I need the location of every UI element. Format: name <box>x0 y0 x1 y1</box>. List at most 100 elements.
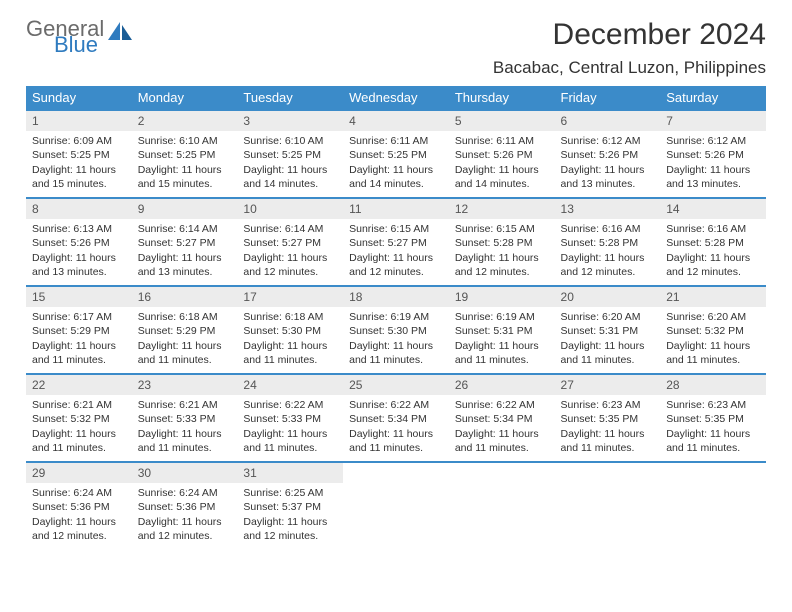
sunrise-line: Sunrise: 6:23 AM <box>561 398 655 412</box>
daylight-line: Daylight: 11 hours and 11 minutes. <box>138 339 232 367</box>
sunrise-line: Sunrise: 6:13 AM <box>32 222 126 236</box>
daylight-line: Daylight: 11 hours and 13 minutes. <box>32 251 126 279</box>
sunrise-line: Sunrise: 6:10 AM <box>138 134 232 148</box>
sunrise-line: Sunrise: 6:15 AM <box>455 222 549 236</box>
calendar-cell: 17Sunrise: 6:18 AMSunset: 5:30 PMDayligh… <box>237 286 343 374</box>
calendar-cell: 13Sunrise: 6:16 AMSunset: 5:28 PMDayligh… <box>555 198 661 286</box>
daylight-line: Daylight: 11 hours and 11 minutes. <box>349 339 443 367</box>
sunset-line: Sunset: 5:26 PM <box>666 148 760 162</box>
day-body: Sunrise: 6:14 AMSunset: 5:27 PMDaylight:… <box>132 219 238 285</box>
day-number: 21 <box>660 287 766 307</box>
daylight-line: Daylight: 11 hours and 13 minutes. <box>666 163 760 191</box>
calendar-cell: 11Sunrise: 6:15 AMSunset: 5:27 PMDayligh… <box>343 198 449 286</box>
sunset-line: Sunset: 5:28 PM <box>561 236 655 250</box>
day-body: Sunrise: 6:23 AMSunset: 5:35 PMDaylight:… <box>660 395 766 461</box>
day-number: 22 <box>26 375 132 395</box>
day-number: 25 <box>343 375 449 395</box>
sunrise-line: Sunrise: 6:19 AM <box>455 310 549 324</box>
day-number: 5 <box>449 111 555 131</box>
daylight-line: Daylight: 11 hours and 15 minutes. <box>138 163 232 191</box>
calendar-cell: 20Sunrise: 6:20 AMSunset: 5:31 PMDayligh… <box>555 286 661 374</box>
calendar-cell: 2Sunrise: 6:10 AMSunset: 5:25 PMDaylight… <box>132 110 238 198</box>
day-body: Sunrise: 6:21 AMSunset: 5:32 PMDaylight:… <box>26 395 132 461</box>
weekday-header: Tuesday <box>237 86 343 110</box>
day-body: Sunrise: 6:15 AMSunset: 5:28 PMDaylight:… <box>449 219 555 285</box>
calendar-cell: 5Sunrise: 6:11 AMSunset: 5:26 PMDaylight… <box>449 110 555 198</box>
sunrise-line: Sunrise: 6:16 AM <box>561 222 655 236</box>
day-body: Sunrise: 6:10 AMSunset: 5:25 PMDaylight:… <box>132 131 238 197</box>
sunset-line: Sunset: 5:26 PM <box>32 236 126 250</box>
sunrise-line: Sunrise: 6:17 AM <box>32 310 126 324</box>
sunset-line: Sunset: 5:28 PM <box>455 236 549 250</box>
day-body: Sunrise: 6:11 AMSunset: 5:25 PMDaylight:… <box>343 131 449 197</box>
sunrise-line: Sunrise: 6:21 AM <box>138 398 232 412</box>
sunset-line: Sunset: 5:35 PM <box>666 412 760 426</box>
calendar-cell: 28Sunrise: 6:23 AMSunset: 5:35 PMDayligh… <box>660 374 766 462</box>
day-number: 30 <box>132 463 238 483</box>
sunrise-line: Sunrise: 6:10 AM <box>243 134 337 148</box>
day-number: 7 <box>660 111 766 131</box>
day-body: Sunrise: 6:17 AMSunset: 5:29 PMDaylight:… <box>26 307 132 373</box>
day-number: 14 <box>660 199 766 219</box>
sunset-line: Sunset: 5:33 PM <box>243 412 337 426</box>
sunset-line: Sunset: 5:25 PM <box>243 148 337 162</box>
sunrise-line: Sunrise: 6:20 AM <box>561 310 655 324</box>
daylight-line: Daylight: 11 hours and 12 minutes. <box>243 251 337 279</box>
day-body: Sunrise: 6:23 AMSunset: 5:35 PMDaylight:… <box>555 395 661 461</box>
day-body: Sunrise: 6:22 AMSunset: 5:34 PMDaylight:… <box>449 395 555 461</box>
daylight-line: Daylight: 11 hours and 14 minutes. <box>243 163 337 191</box>
calendar-cell: 23Sunrise: 6:21 AMSunset: 5:33 PMDayligh… <box>132 374 238 462</box>
calendar-cell: 30Sunrise: 6:24 AMSunset: 5:36 PMDayligh… <box>132 462 238 550</box>
calendar-cell: 21Sunrise: 6:20 AMSunset: 5:32 PMDayligh… <box>660 286 766 374</box>
day-number: 17 <box>237 287 343 307</box>
sunrise-line: Sunrise: 6:23 AM <box>666 398 760 412</box>
sunrise-line: Sunrise: 6:22 AM <box>349 398 443 412</box>
sunrise-line: Sunrise: 6:19 AM <box>349 310 443 324</box>
calendar-cell: 7Sunrise: 6:12 AMSunset: 5:26 PMDaylight… <box>660 110 766 198</box>
sunrise-line: Sunrise: 6:14 AM <box>243 222 337 236</box>
sunrise-line: Sunrise: 6:18 AM <box>243 310 337 324</box>
daylight-line: Daylight: 11 hours and 12 minutes. <box>32 515 126 543</box>
calendar-cell: 6Sunrise: 6:12 AMSunset: 5:26 PMDaylight… <box>555 110 661 198</box>
day-body: Sunrise: 6:18 AMSunset: 5:30 PMDaylight:… <box>237 307 343 373</box>
daylight-line: Daylight: 11 hours and 11 minutes. <box>455 427 549 455</box>
brand-logo: General Blue <box>26 18 134 56</box>
sunrise-line: Sunrise: 6:15 AM <box>349 222 443 236</box>
calendar-cell: 8 Sunrise: 6:13 AMSunset: 5:26 PMDaylight… <box>26 198 132 286</box>
day-body: Sunrise: 6:14 AMSunset: 5:27 PMDaylight:… <box>237 219 343 285</box>
daylight-line: Daylight: 11 hours and 11 minutes. <box>666 339 760 367</box>
day-body: Sunrise: 6:20 AMSunset: 5:31 PMDaylight:… <box>555 307 661 373</box>
day-number: 18 <box>343 287 449 307</box>
day-number: 19 <box>449 287 555 307</box>
day-body: Sunrise: 6:22 AMSunset: 5:33 PMDaylight:… <box>237 395 343 461</box>
daylight-line: Daylight: 11 hours and 15 minutes. <box>32 163 126 191</box>
sunrise-line: Sunrise: 6:20 AM <box>666 310 760 324</box>
day-number: 2 <box>132 111 238 131</box>
day-body: Sunrise: 6:11 AMSunset: 5:26 PMDaylight:… <box>449 131 555 197</box>
day-number: 31 <box>237 463 343 483</box>
weekday-header: Wednesday <box>343 86 449 110</box>
day-body: Sunrise: 6:09 AMSunset: 5:25 PMDaylight:… <box>26 131 132 197</box>
day-body: Sunrise: 6:20 AMSunset: 5:32 PMDaylight:… <box>660 307 766 373</box>
sunrise-line: Sunrise: 6:14 AM <box>138 222 232 236</box>
sunset-line: Sunset: 5:28 PM <box>666 236 760 250</box>
sunset-line: Sunset: 5:29 PM <box>32 324 126 338</box>
daylight-line: Daylight: 11 hours and 11 minutes. <box>455 339 549 367</box>
day-body: Sunrise: 6:10 AMSunset: 5:25 PMDaylight:… <box>237 131 343 197</box>
calendar-cell: 3Sunrise: 6:10 AMSunset: 5:25 PMDaylight… <box>237 110 343 198</box>
day-number: 10 <box>237 199 343 219</box>
day-body: Sunrise: 6:12 AMSunset: 5:26 PMDaylight:… <box>555 131 661 197</box>
location-subtitle: Bacabac, Central Luzon, Philippines <box>493 58 766 78</box>
sunrise-line: Sunrise: 6:22 AM <box>455 398 549 412</box>
day-number: 16 <box>132 287 238 307</box>
calendar-cell: 16Sunrise: 6:18 AMSunset: 5:29 PMDayligh… <box>132 286 238 374</box>
day-number: 11 <box>343 199 449 219</box>
calendar-cell: 29Sunrise: 6:24 AMSunset: 5:36 PMDayligh… <box>26 462 132 550</box>
day-number: 8 <box>26 199 132 219</box>
sunrise-line: Sunrise: 6:16 AM <box>666 222 760 236</box>
daylight-line: Daylight: 11 hours and 14 minutes. <box>349 163 443 191</box>
daylight-line: Daylight: 11 hours and 11 minutes. <box>243 427 337 455</box>
daylight-line: Daylight: 11 hours and 12 minutes. <box>666 251 760 279</box>
daylight-line: Daylight: 11 hours and 11 minutes. <box>666 427 760 455</box>
calendar-cell: 27Sunrise: 6:23 AMSunset: 5:35 PMDayligh… <box>555 374 661 462</box>
